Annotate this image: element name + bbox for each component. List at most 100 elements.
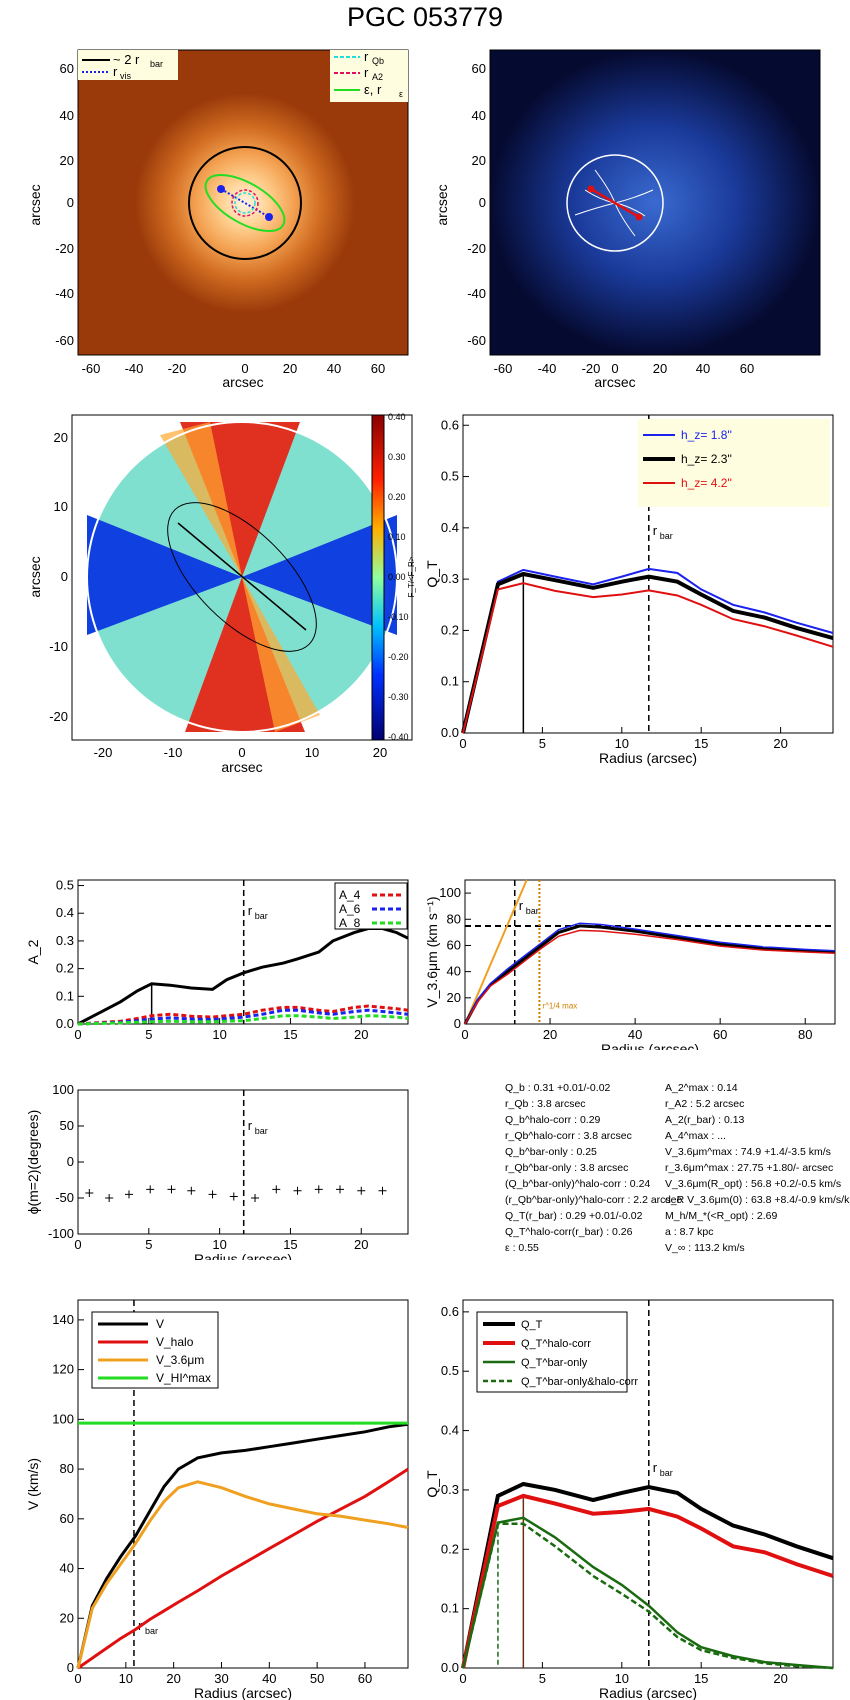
rmax-label: r^1/4 max: [542, 1001, 577, 1010]
legend-label: Q_T^bar-only: [521, 1357, 588, 1369]
svg-text:-0.30: -0.30: [388, 692, 409, 702]
legend-label: V: [156, 1317, 164, 1331]
svg-text:F_T/<F_R>: F_T/<F_R>: [407, 556, 416, 597]
x-tick-label: 0: [74, 1671, 81, 1686]
rbar-sub: bar: [526, 906, 539, 916]
x-tick-label: 0: [74, 1237, 81, 1252]
svg-text:-0.40: -0.40: [388, 732, 409, 742]
svg-text:arcsec: arcsec: [434, 184, 450, 225]
x-tick-label: 20: [166, 1671, 180, 1686]
y-tick-label: 120: [52, 1362, 74, 1377]
params-left: Q_b : 0.31 +0.01/-0.02 r_Qb : 3.8 arcsec…: [505, 1080, 682, 1256]
inner-slope-line: [464, 879, 528, 1025]
svg-text:60: 60: [371, 361, 385, 376]
param-qb: Q_b : 0.31 +0.01/-0.02: [505, 1082, 611, 1094]
x-tick-label: 20: [543, 1027, 557, 1042]
y-tick-label: -50: [55, 1190, 74, 1205]
x-tick-label: 15: [694, 736, 708, 751]
legend-label: A_8: [339, 916, 361, 930]
svg-text:Qb: Qb: [372, 56, 384, 66]
x-tick-label: 0: [459, 1671, 466, 1686]
x-axis-label: Radius (arcsec): [599, 1685, 697, 1700]
y-tick-label: 0.4: [56, 905, 74, 920]
rbar-sub: bar: [255, 911, 268, 921]
y-tick-label: 20: [447, 990, 461, 1005]
x-tick-label: 40: [262, 1671, 276, 1686]
x-tick-label: 5: [145, 1237, 152, 1252]
svg-text:0: 0: [611, 361, 618, 376]
y-tick-label: 0.0: [441, 1660, 459, 1675]
legend-box: [334, 882, 408, 930]
image-ylabel: arcsec: [27, 184, 43, 225]
param-qt-rbar: Q_T(r_bar) : 0.29 +0.01/-0.02: [505, 1210, 643, 1222]
series-line: [462, 567, 834, 734]
svg-text:ε: ε: [399, 89, 403, 99]
y-tick-label: 80: [60, 1461, 74, 1476]
series-line: [76, 1422, 409, 1669]
x-tick-label: 5: [539, 1671, 546, 1686]
x-tick-label: 15: [283, 1237, 297, 1252]
phase-point: [105, 1194, 114, 1202]
ratio-map-panel: 0.40 0.30 0.20 0.10 0.00 -0.10 -0.20 -0.…: [27, 412, 416, 775]
image-axis-ticks: -60 -40 -20 0 20 40 60: [82, 361, 386, 376]
svg-text:-40: -40: [467, 286, 486, 301]
svg-text:0: 0: [479, 195, 486, 210]
phase-point: [208, 1190, 217, 1199]
svg-text:20: 20: [653, 361, 667, 376]
y-tick-label: 0.0: [441, 725, 459, 740]
svg-text:-60: -60: [82, 361, 101, 376]
y-tick-label: 0: [67, 1660, 74, 1675]
phase-chart: 0 5 10 15 20 -100 -50 0 50 100 Radius (arcsec) ϕ(m=…: [25, 1082, 409, 1260]
y-tick-label: 40: [447, 964, 461, 979]
svg-text:60: 60: [472, 61, 486, 76]
y-tick-label: 0: [67, 1154, 74, 1169]
series-line: [461, 571, 834, 734]
y-tick-label: 0.1: [56, 988, 74, 1003]
legend-label: h_z= 4.2'': [681, 476, 732, 490]
x-tick-label: 0: [74, 1027, 81, 1042]
rbar-sub: bar: [660, 531, 673, 541]
y-tick-label: 0.1: [441, 1601, 459, 1616]
x-tick-label: 0: [461, 1027, 468, 1042]
series-line: [463, 924, 836, 1025]
phase-point: [85, 1188, 94, 1197]
y-tick-label: 0: [454, 1016, 461, 1031]
series-line: [461, 1522, 834, 1670]
rbar-sub: bar: [145, 1626, 158, 1636]
y-axis-label: V (km/s): [25, 1458, 41, 1510]
svg-text:0: 0: [67, 195, 74, 210]
phase-point: [293, 1186, 302, 1195]
svg-text:-20: -20: [49, 709, 68, 724]
param-qt-halo-rbar: Q_T^halo-corr(r_bar) : 0.26: [505, 1226, 633, 1238]
svg-text:arcsec: arcsec: [221, 759, 262, 775]
rbar-label: r: [653, 523, 658, 538]
page-title: PGC 053779: [346, 2, 504, 32]
svg-text:-20: -20: [55, 241, 74, 256]
galaxy-image-panel: ~ 2 r bar r vis r Qb r A2 ε, r ε -60 -40 …: [27, 49, 409, 390]
svg-text:-20: -20: [168, 361, 187, 376]
rbar-sub: bar: [660, 1468, 673, 1478]
svg-text:-60: -60: [55, 333, 74, 348]
x-tick-label: 10: [615, 1671, 629, 1686]
qt-corrected-chart: 0 5 10 15 20 0.0 0.1 0.2 0.3 0.4 0.5 0.6 Radius (arc…: [425, 1299, 834, 1700]
svg-text:-40: -40: [538, 361, 557, 376]
y-tick-label: 0.4: [441, 1423, 459, 1438]
legend-box: [638, 419, 830, 507]
svg-text:0: 0: [238, 745, 245, 760]
phase-point: [229, 1192, 238, 1201]
legend-label: V_halo: [156, 1335, 194, 1349]
phase-point: [314, 1185, 323, 1194]
x-tick-label: 60: [713, 1027, 727, 1042]
rbar-label: r: [248, 1118, 253, 1133]
x-tick-label: 5: [145, 1027, 152, 1042]
param-rqb-bar: r_Qb^bar-only : 3.8 arcsec: [505, 1162, 629, 1174]
y-tick-label: 20: [60, 1610, 74, 1625]
svg-text:60: 60: [60, 61, 74, 76]
series-line: [461, 1516, 834, 1670]
y-tick-label: 0.2: [441, 622, 459, 637]
y-tick-label: 60: [60, 1511, 74, 1526]
legend-label: A_6: [339, 902, 361, 916]
y-tick-label: 100: [52, 1082, 74, 1097]
svg-text:40: 40: [696, 361, 710, 376]
